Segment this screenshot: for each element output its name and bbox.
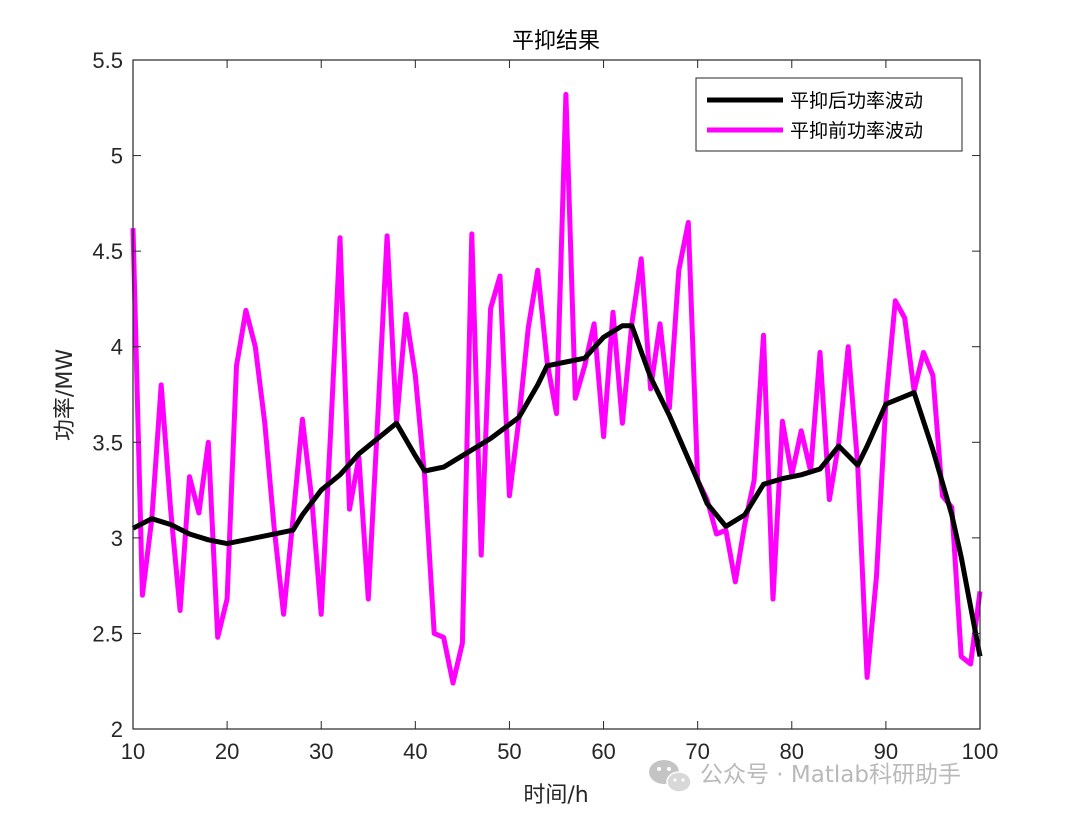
y-tick-label: 3 (111, 526, 123, 551)
y-tick-label: 4.5 (92, 239, 123, 264)
x-tick-label: 30 (309, 739, 333, 764)
x-tick-label: 40 (403, 739, 427, 764)
axes-box (132, 59, 981, 730)
y-tick-label: 5.5 (92, 48, 123, 73)
wechat-icon (649, 760, 692, 793)
x-tick-label: 10 (121, 739, 145, 764)
y-axis-ticks: 2 2.5 3 3.5 4 4.5 5 5.5 (92, 48, 980, 742)
y-tick-label: 4 (111, 335, 123, 360)
y-tick-label: 2.5 (92, 621, 123, 646)
x-tick-label: 60 (591, 739, 615, 764)
x-tick-label: 20 (215, 739, 239, 764)
x-axis-ticks: 10 20 30 40 50 60 70 80 90 100 (121, 60, 999, 764)
x-tick-label: 80 (780, 739, 804, 764)
y-tick-label: 3.5 (92, 430, 123, 455)
chart-title: 平抑结果 (512, 29, 600, 54)
series-line-0 (131, 323, 983, 657)
y-tick-label: 5 (111, 144, 123, 169)
x-tick-label: 70 (685, 739, 709, 764)
watermark-text: 公众号 · Matlab科研助手 (700, 762, 961, 788)
legend-label-before: 平抑前功率波动 (790, 120, 923, 142)
x-tick-label: 100 (962, 739, 999, 764)
x-axis-label: 时间/h (523, 783, 588, 808)
series-line-1 (130, 91, 983, 686)
watermark: 公众号 · Matlab科研助手 (649, 760, 961, 793)
x-tick-label: 50 (497, 739, 521, 764)
series-layer (130, 91, 983, 686)
legend-label-after: 平抑后功率波动 (790, 90, 923, 112)
legend: 平抑后功率波动 平抑前功率波动 (695, 77, 963, 152)
y-tick-label: 2 (111, 717, 123, 742)
x-tick-label: 90 (874, 739, 898, 764)
legend-box (695, 77, 963, 152)
y-axis-label: 功率/MW (53, 349, 78, 441)
